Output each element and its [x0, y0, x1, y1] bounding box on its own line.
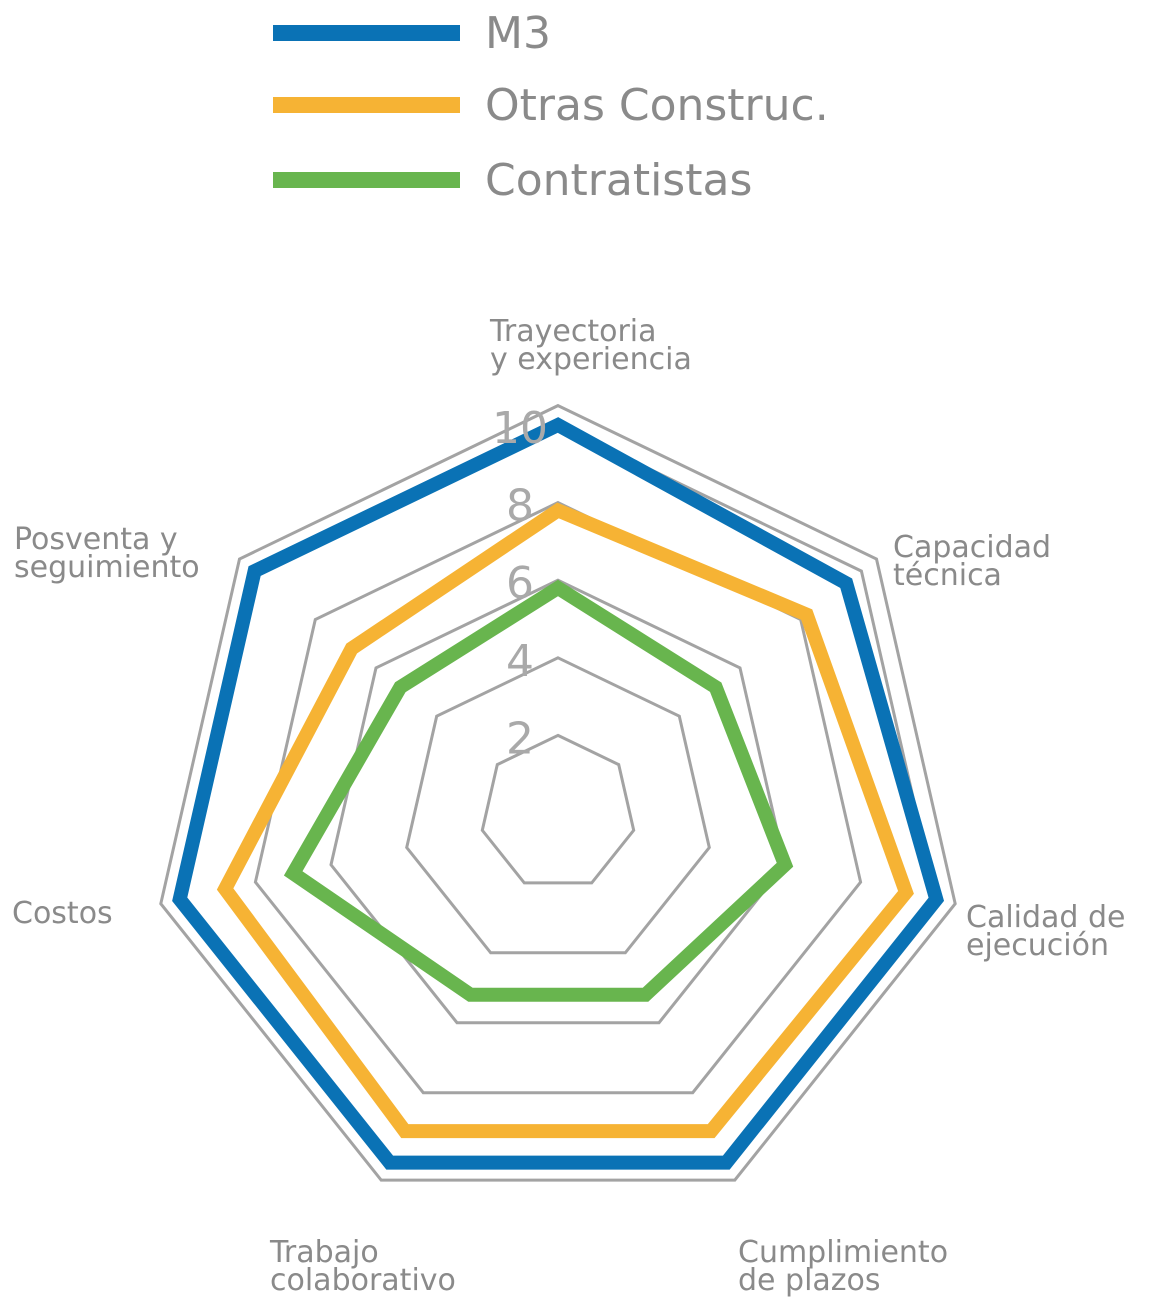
grid-ring-4	[253, 500, 863, 1095]
axis-label: Trabajo colaborativo	[269, 1235, 456, 1298]
axis-label-line: Capacidad	[893, 530, 1051, 565]
axis-label: Costos	[12, 896, 113, 931]
tick-label: 4	[506, 636, 534, 687]
tick-label: 8	[506, 481, 534, 532]
axis-label-line: Posventa y	[14, 522, 178, 557]
axis-label-line: ejecución	[966, 928, 1109, 963]
axis-label-line: Costos	[12, 896, 113, 931]
grid-ring-6	[159, 403, 957, 1182]
legend-label: Otras Construc.	[485, 80, 829, 131]
legend-label: Contratistas	[485, 155, 752, 206]
axis-label: Posventa y seguimiento	[14, 522, 200, 585]
series-line-2	[216, 502, 914, 1139]
axis-label-line: seguimiento	[14, 550, 200, 585]
axis-label-line: Calidad de	[966, 900, 1126, 935]
axis-label-line: técnica	[893, 558, 1002, 593]
legend-label: M3	[485, 8, 551, 59]
grid-ring-2	[405, 656, 711, 955]
tick-label: 2	[506, 713, 534, 764]
axis-labels: Trayectoria y experiencia Capacidad técnica…	[12, 314, 1126, 1298]
axis-label-line: y experiencia	[490, 342, 692, 377]
series-line-3	[283, 579, 794, 1002]
series-line-1	[172, 417, 945, 1170]
axis-label-line: Cumplimiento	[738, 1235, 948, 1270]
axis-label: Calidad de ejecución	[966, 900, 1126, 963]
axis-label: Cumplimiento de plazos	[738, 1235, 948, 1298]
tick-label: 6	[506, 558, 534, 609]
axis-label: Capacidad técnica	[893, 530, 1051, 593]
tick-label: 10	[492, 403, 548, 454]
grid-ring-1	[480, 733, 636, 885]
axis-label-line: de plazos	[738, 1263, 881, 1298]
grid-ring-3	[329, 578, 787, 1025]
radial-tick-labels: 2 4 6 8 10	[492, 403, 548, 764]
axis-label-line: colaborativo	[270, 1263, 456, 1298]
axis-label-line: Trabajo	[269, 1235, 379, 1270]
legend: M3 Otras Construc. Contratistas	[273, 8, 829, 206]
axis-label-line: Trayectoria	[489, 314, 657, 349]
axis-label: Trayectoria y experiencia	[489, 314, 692, 377]
radar-series	[172, 417, 945, 1170]
